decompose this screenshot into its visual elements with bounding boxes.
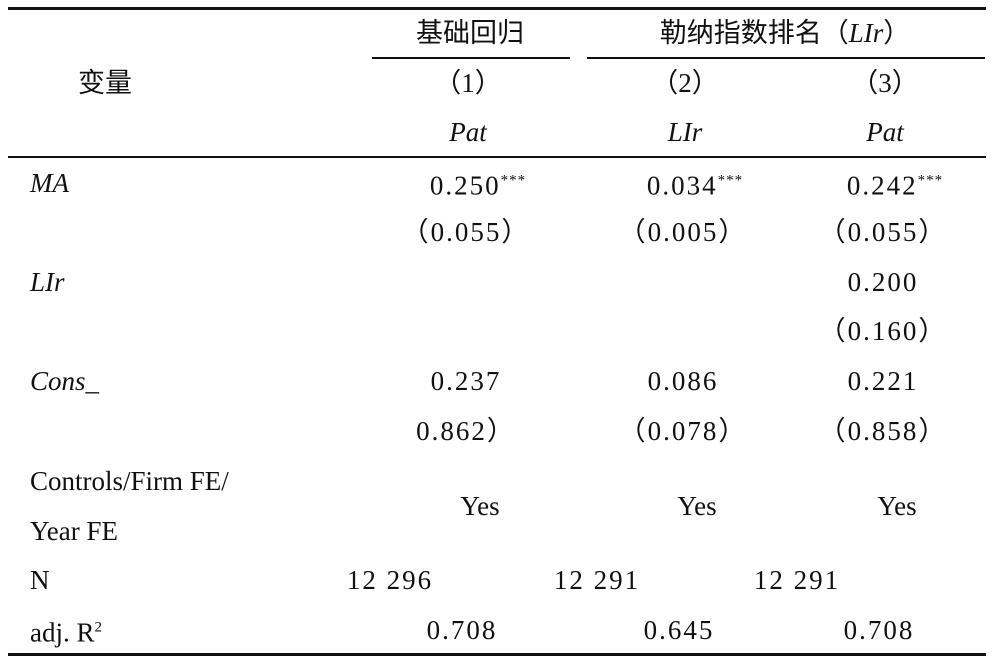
cell: 0.034***: [647, 166, 743, 201]
row-label: MA: [30, 168, 69, 198]
cell: Yes: [677, 491, 717, 521]
cell: 12 291: [553, 565, 641, 595]
column-number: （2）: [651, 68, 719, 98]
cell: 0.237: [430, 366, 502, 396]
superscript: 2: [94, 619, 103, 636]
header-rule: [8, 156, 986, 158]
row-label: Cons_: [30, 366, 100, 396]
cell: 0.645: [643, 615, 715, 645]
var-label: 变量: [78, 68, 132, 98]
top-rule: [8, 7, 986, 10]
cell: 12 291: [753, 565, 841, 595]
group-label: 勒纳指数排名（LIr）: [660, 18, 911, 48]
cell: Yes: [460, 491, 500, 521]
dep-var: Pat: [449, 117, 487, 147]
row-label: adj. R2: [30, 613, 103, 648]
cell: （0.078）: [618, 416, 748, 446]
row-label: LIr: [30, 267, 65, 297]
cell: 0.862）: [416, 416, 516, 446]
group-rule: [372, 57, 570, 59]
coefficient: 0.250: [429, 170, 501, 201]
column-number: （1）: [434, 68, 502, 98]
group-text: LIr: [848, 18, 884, 48]
cell: 0.086: [647, 366, 719, 396]
cell: 0.708: [426, 615, 498, 645]
cell: （0.005）: [618, 217, 748, 247]
cell: （0.055）: [818, 217, 948, 247]
group-label: 基础回归: [416, 18, 524, 48]
column-number: （3）: [851, 68, 919, 98]
cell: 0.250***: [430, 166, 526, 201]
cell: Yes: [877, 491, 917, 521]
cell: （0.160）: [818, 316, 948, 346]
row-label: Controls/Firm FE/: [30, 466, 229, 496]
coefficient: 0.242: [846, 170, 918, 201]
cell: （0.858）: [818, 416, 948, 446]
group-text: 勒纳指数排名（: [659, 18, 849, 48]
row-label: Year FE: [30, 516, 119, 546]
dep-var: Pat: [866, 117, 904, 147]
cell: 0.200: [847, 267, 919, 297]
cell: （0.055）: [401, 217, 531, 247]
bottom-rule: [8, 653, 986, 656]
stars: ***: [917, 172, 944, 189]
coefficient: 0.034: [646, 170, 718, 201]
stars: ***: [500, 172, 527, 189]
row-label: N: [30, 565, 50, 595]
label-text: adj. R: [30, 617, 95, 648]
cell: 0.221: [847, 366, 919, 396]
dep-var: LIr: [667, 117, 703, 147]
stars: ***: [717, 172, 744, 189]
group-text: ）: [883, 18, 911, 48]
cell: 12 296: [346, 565, 434, 595]
cell: 0.708: [843, 615, 915, 645]
cell: 0.242***: [847, 166, 943, 201]
group-rule: [587, 57, 985, 59]
